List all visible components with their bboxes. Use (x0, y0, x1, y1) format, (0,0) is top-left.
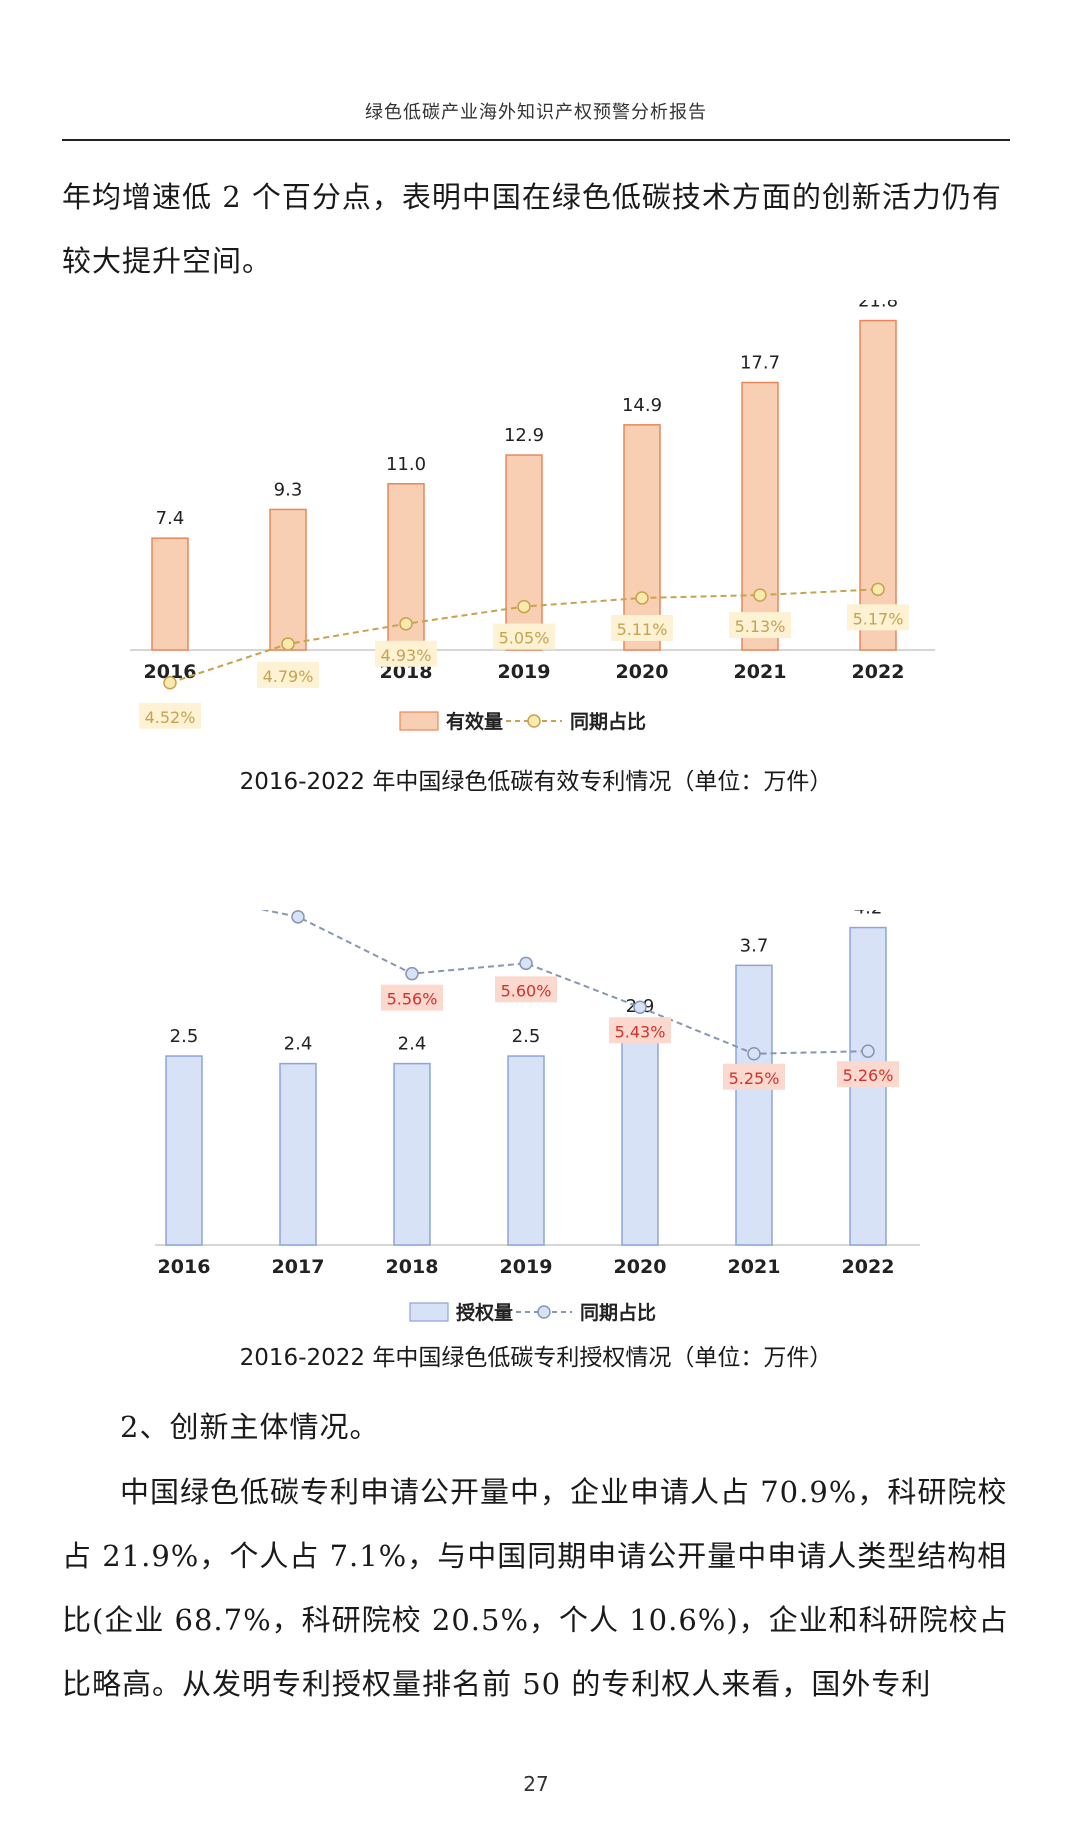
x-tick-2017: 2017 (272, 1256, 325, 1278)
x-tick-2018: 2018 (386, 1256, 439, 1278)
section-heading: 2、创新主体情况。 (120, 1410, 380, 1444)
legend-line-label: 同期占比 (580, 1301, 656, 1324)
bar-2017 (279, 1062, 317, 1246)
legend-line-marker (527, 714, 541, 728)
share-point-2017 (291, 910, 305, 924)
x-tick-2020: 2020 (616, 661, 669, 683)
share-point-2019 (519, 956, 533, 971)
share-label-2020: 5.43% (615, 1022, 666, 1041)
bar-2019 (507, 1055, 545, 1246)
bar-2018 (393, 1062, 431, 1246)
x-tick-2022: 2022 (852, 661, 905, 683)
share-label-2019: 5.05% (499, 629, 550, 648)
share-point-2020 (635, 591, 649, 605)
share-label-bg-2021 (723, 1063, 785, 1090)
bar-label-2022: 4.2 (854, 910, 883, 919)
paragraph-intro: 年均增速低 2 个百分点，表明中国在绿色低碳技术方面的创新活力仍有较大提升空间。 (62, 180, 1002, 278)
bar-2020 (623, 424, 661, 651)
share-label-bg-2019 (493, 623, 555, 650)
chart1-caption: 2016-2022 年中国绿色低碳有效专利情况（单位：万件） (239, 769, 833, 795)
paragraph-applicants: 中国绿色低碳专利申请公开量中，企业申请人占 70.9%，科研院校占 21.9%，… (62, 1475, 1009, 1701)
bar-2019 (505, 454, 543, 651)
chart2-caption: 2016-2022 年中国绿色低碳专利授权情况（单位：万件） (239, 1345, 833, 1371)
chart-valid-patents: 7.420169.3201711.0201812.9201914.9202017… (130, 300, 935, 733)
bar-label-2020: 14.9 (622, 395, 662, 416)
share-label-bg-2018 (381, 984, 443, 1011)
bar-2020 (621, 1025, 659, 1246)
x-tick-2022: 2022 (842, 1256, 895, 1278)
bar-label-2021: 3.7 (740, 935, 769, 956)
share-point-2022 (861, 1044, 875, 1058)
share-label-bg-2018 (375, 640, 437, 667)
share-label-2016: 4.52% (145, 708, 196, 727)
share-point-2022 (871, 582, 885, 597)
bar-2022 (859, 319, 897, 651)
x-tick-2021: 2021 (728, 1256, 781, 1278)
share-point-2021 (747, 1047, 761, 1061)
share-point-2018 (405, 966, 419, 981)
x-tick-2019: 2019 (498, 661, 551, 683)
bar-label-2017: 2.4 (284, 1034, 313, 1055)
share-label-2021: 5.13% (735, 617, 786, 636)
share-label-2018: 4.93% (381, 646, 432, 665)
share-label-2018: 5.56% (387, 990, 438, 1009)
share-label-bg-2017 (257, 661, 319, 688)
share-label-bg-2021 (729, 612, 791, 639)
share-point-2019 (517, 599, 531, 614)
bar-label-2017: 9.3 (274, 479, 303, 500)
page-header: 绿色低碳产业海外知识产权预警分析报告 (365, 102, 707, 123)
x-tick-2021: 2021 (734, 661, 787, 683)
page-number: 27 (523, 1772, 549, 1796)
x-tick-2020: 2020 (614, 1256, 667, 1278)
bar-2016 (151, 537, 189, 651)
share-label-2022: 5.26% (843, 1066, 894, 1085)
legend-bar-swatch (399, 711, 439, 731)
legend-bar-swatch (409, 1302, 449, 1322)
share-point-2018 (399, 617, 413, 631)
x-tick-2019: 2019 (500, 1256, 553, 1278)
share-label-2017: 4.79% (263, 667, 314, 686)
bar-label-2019: 2.5 (512, 1026, 541, 1047)
chart-granted-patents: 2.520162.420172.420182.520192.920203.720… (155, 910, 920, 1324)
share-point-2016 (163, 676, 177, 690)
bar-2021 (741, 381, 779, 651)
bar-label-2021: 17.7 (740, 353, 780, 374)
bar-2016 (165, 1055, 203, 1246)
bar-2021 (735, 964, 773, 1246)
share-label-bg-2016 (139, 702, 201, 729)
bar-label-2018: 11.0 (386, 454, 426, 475)
share-point-2021 (753, 588, 767, 602)
share-label-2022: 5.17% (853, 609, 904, 628)
bar-label-2022: 21.8 (858, 300, 898, 312)
share-label-bg-2020 (611, 614, 673, 641)
bar-label-2016: 7.4 (156, 508, 185, 529)
share-label-2021: 5.25% (729, 1069, 780, 1088)
share-label-bg-2022 (847, 604, 909, 631)
legend-bar-label: 授权量 (456, 1301, 513, 1324)
share-point-2017 (281, 637, 295, 651)
bar-2017 (269, 508, 307, 651)
legend-line-marker (537, 1305, 551, 1319)
share-point-2020 (633, 1000, 647, 1014)
share-label-2019: 5.60% (501, 981, 552, 1000)
bar-label-2016: 2.5 (170, 1026, 199, 1047)
x-tick-2016: 2016 (158, 1256, 211, 1278)
share-label-2020: 5.11% (617, 620, 668, 639)
share-label-bg-2022 (837, 1061, 899, 1088)
bar-label-2018: 2.4 (398, 1034, 427, 1055)
legend-line-label: 同期占比 (570, 710, 646, 733)
share-label-bg-2020 (609, 1017, 671, 1044)
bar-label-2019: 12.9 (504, 425, 544, 446)
header-rule (62, 139, 1010, 141)
legend-bar-label: 有效量 (446, 710, 503, 733)
share-label-bg-2019 (495, 976, 557, 1003)
